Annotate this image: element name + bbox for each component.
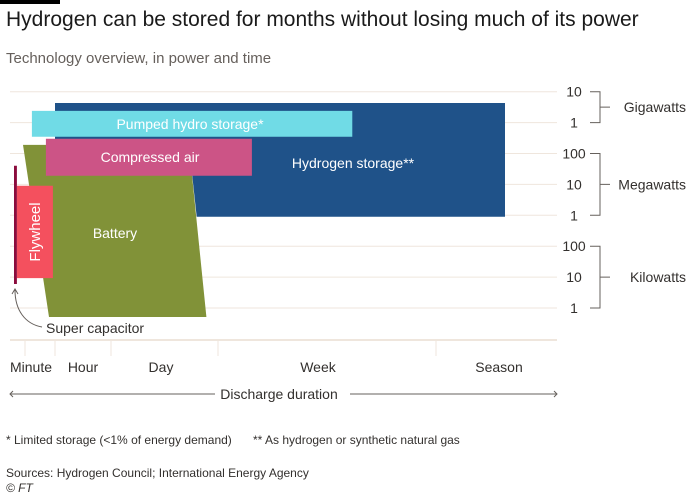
ft-top-bar — [0, 0, 60, 4]
series-shape-pumped-hydro-storage — [31, 110, 353, 137]
series-label: Flywheel — [27, 202, 44, 261]
series-label: Pumped hydro storage* — [116, 116, 264, 132]
chart-subtitle: Technology overview, in power and time — [6, 50, 272, 67]
series-shape-super-capacitor — [14, 165, 17, 284]
y-tick-label: 1 — [570, 300, 578, 316]
series-label: Hydrogen storage** — [292, 155, 415, 171]
x-category-label: Day — [149, 359, 174, 375]
y-tick-label: 10 — [566, 269, 582, 285]
unit-label: Kilowatts — [630, 269, 686, 285]
x-category-label: Minute — [10, 359, 52, 375]
chart-area: Hydrogen storage** Pumped hydro storage* B… — [9, 84, 686, 402]
y-tick-label: 100 — [562, 238, 586, 254]
y-tick-label: 100 — [562, 146, 586, 162]
chart-title: Hydrogen can be stored for months withou… — [6, 8, 639, 31]
footnote-hydrogen: ** As hydrogen or synthetic natural gas — [253, 433, 460, 447]
series-label: Compressed air — [101, 149, 200, 165]
series-label: Battery — [93, 225, 137, 241]
x-category-label: Hour — [68, 359, 99, 375]
unit-bracket — [590, 245, 610, 309]
duration-arrow — [9, 390, 558, 398]
source-note: Sources: Hydrogen Council; International… — [6, 466, 309, 480]
unit-label: Megawatts — [618, 176, 686, 192]
unit-label: Gigawatts — [624, 99, 686, 115]
series-label: Super capacitor — [46, 320, 144, 336]
unit-bracket — [590, 153, 610, 216]
x-category-label: Week — [300, 359, 337, 375]
y-tick-label: 1 — [570, 115, 578, 131]
footnote-limited-storage: * Limited storage (<1% of energy demand) — [6, 433, 232, 447]
y-tick-label: 1 — [570, 207, 578, 223]
y-tick-label: 10 — [566, 176, 582, 192]
copyright: © FT — [6, 481, 33, 495]
x-axis-label: Discharge duration — [220, 386, 338, 402]
super-capacitor-pointer — [11, 288, 43, 328]
series-shape-flywheel — [16, 185, 53, 279]
series-shape-compressed-air — [45, 138, 252, 176]
x-category-label: Season — [475, 359, 522, 375]
unit-bracket — [590, 91, 610, 124]
y-tick-label: 10 — [566, 84, 582, 100]
series-shape-battery — [23, 144, 207, 317]
